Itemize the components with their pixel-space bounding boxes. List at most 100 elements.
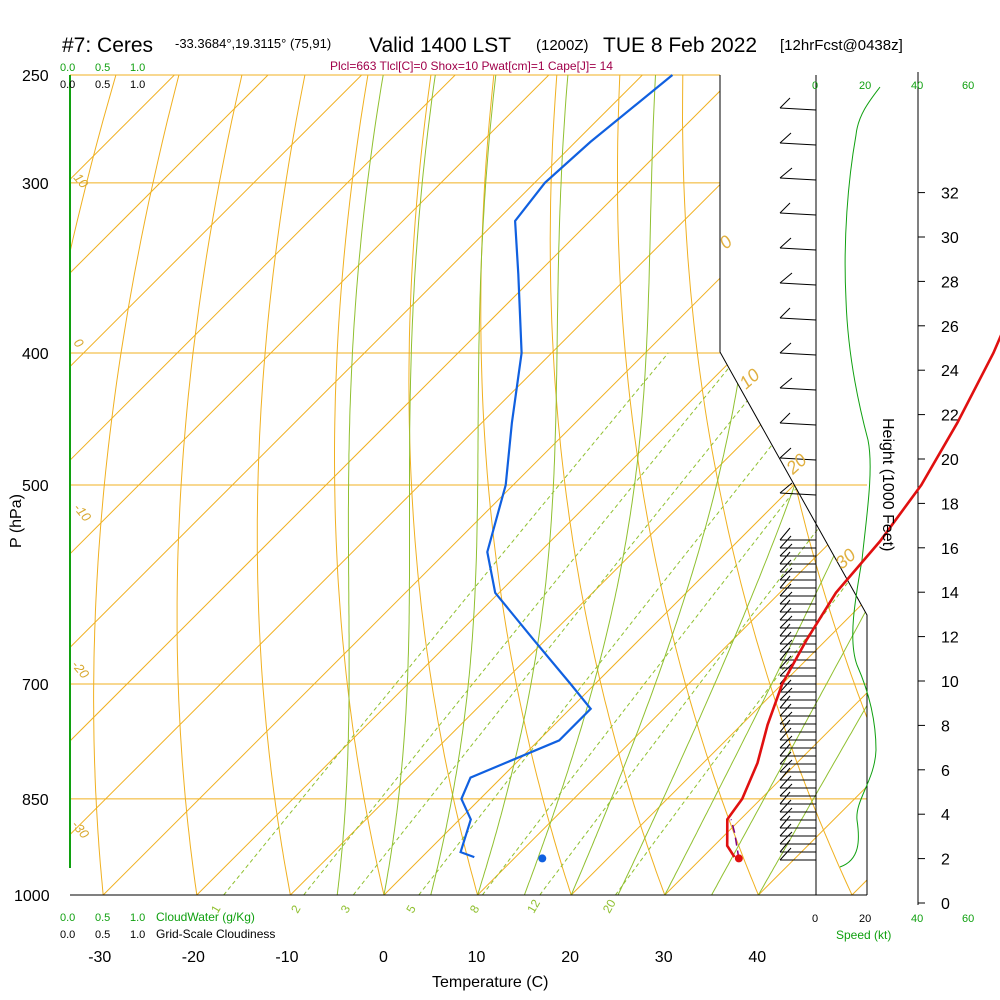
stability-indices: Plcl=663 Tlcl[C]=0 Shox=10 Pwat[cm]=1 Ca… [330, 59, 613, 73]
mixing-ratio-label-2: 2 [288, 902, 304, 915]
height-tick-14: 14 [941, 585, 959, 602]
wind-barb-flag [779, 807, 793, 821]
dry-adiabat-label--20: -20 [69, 657, 93, 682]
dry-adiabat--30 [93, 75, 186, 895]
temp-tick-40: 40 [748, 949, 766, 966]
station-coords: -33.3684°,19.3115° (75,91) [175, 36, 331, 51]
wind-barb [779, 492, 817, 496]
dry-adiabat-20 [480, 75, 582, 895]
isotherm-10 [448, 75, 867, 895]
isobar-lines [70, 74, 867, 896]
wind-barb-flag [779, 535, 792, 549]
valid-time: Valid 1400 LST [369, 34, 511, 57]
wind-barb-flag [779, 543, 793, 557]
wind-barb-flag [779, 447, 792, 459]
temp-tick-0: 0 [379, 949, 388, 966]
moist-adiabat-20 [570, 75, 765, 895]
temperature-tick-labels: -30 -20 -10 0 10 20 30 40 [88, 949, 766, 966]
cw-bottom-tick-0: 0.0 [60, 912, 75, 924]
speed-bottom-tick-60: 60 [962, 913, 974, 925]
dry-adiabat-90 [932, 51, 1000, 924]
height-tick-20: 20 [941, 452, 959, 469]
wind-barb [779, 212, 817, 216]
moist-adiabat-lines [336, 75, 867, 895]
height-tick-2: 2 [941, 852, 950, 869]
wind-barb [779, 142, 817, 146]
surface-dewpoint-marker [538, 854, 547, 863]
dry-adiabat-50 [681, 75, 867, 895]
dry-adiabat-100 [995, 51, 1000, 924]
height-tick-10: 10 [941, 674, 959, 691]
moist-adiabat-0 [383, 75, 440, 895]
dry-adiabat-lines [70, 51, 1000, 924]
mixing-ratio-label-20: 20 [600, 897, 619, 916]
wind-barb-flag [779, 751, 792, 765]
isotherm-label-10: 10 [735, 365, 763, 393]
mixing-ratio-label-5: 5 [403, 902, 419, 915]
wind-barb-flag [779, 551, 791, 565]
cw-top-tick-1: 0.5 [95, 62, 110, 74]
dry-adiabat--20 [176, 75, 248, 895]
wind-barb-flag [779, 799, 792, 813]
utc-time: (1200Z) [536, 37, 589, 54]
wind-barb-flag [779, 132, 792, 144]
wind-barb [779, 352, 817, 356]
wind-barb-flag [779, 623, 791, 637]
height-tick-0: 0 [941, 896, 950, 913]
dry-adiabat-label-0: 0 [71, 335, 88, 351]
pressure-tick-1000: 1000 [14, 888, 50, 905]
wind-barb-flag [779, 583, 792, 597]
mixing-ratio-label-12: 12 [524, 897, 543, 916]
isotherm-lines [70, 75, 867, 895]
temp-tick-20: 20 [561, 949, 579, 966]
isotherm--40 [70, 75, 855, 895]
mixing-ratio-2 [303, 352, 742, 895]
wind-barb [779, 282, 817, 286]
moist-adiabat-5 [430, 75, 500, 895]
wind-barb-flag [779, 711, 793, 725]
mixing-ratio-8 [482, 352, 867, 895]
isotherm--90 [70, 75, 387, 895]
wind-speed-curve [839, 86, 881, 868]
wind-barb-flag [779, 559, 792, 573]
forecast-label: [12hrFcst@0438z] [780, 37, 903, 54]
wind-barb-flag [779, 735, 793, 749]
cloudiness-label: Grid-Scale Cloudiness [156, 927, 275, 941]
speed-bottom-tick-0: 0 [812, 913, 818, 925]
wind-barb-flag [779, 615, 793, 629]
wind-barb-flag [779, 167, 793, 179]
moist-adiabat-10 [477, 75, 571, 895]
wind-barb [779, 247, 817, 251]
wind-barb-flag [779, 639, 793, 653]
surface-temperature-marker [734, 854, 743, 863]
cloudwater-label: CloudWater (g/Kg) [156, 910, 255, 924]
temp-tick-10: 10 [468, 949, 486, 966]
wind-barb-flag [779, 202, 791, 214]
isotherm--100 [70, 75, 293, 895]
isotherm--80 [70, 75, 480, 895]
dry-adiabat-30 [549, 75, 677, 895]
dry-adiabat--10 [256, 75, 311, 895]
height-tick-26: 26 [941, 319, 959, 336]
pressure-tick-labels: 250 300 400 500 700 850 1000 [14, 68, 50, 905]
wind-barb-flag [779, 663, 793, 677]
isotherm--10 [261, 75, 867, 895]
wind-barb-flag [779, 759, 793, 773]
gs-bottom-tick-2: 1.0 [130, 929, 145, 941]
wind-barb-flag [779, 607, 792, 621]
height-tick-4: 4 [941, 807, 950, 824]
pressure-tick-700: 700 [22, 677, 49, 694]
isotherm-20 [541, 75, 867, 895]
mixing-ratio-5 [418, 352, 846, 895]
dry-adiabat-0 [334, 75, 392, 895]
wind-barb-flag [779, 527, 791, 541]
temp-tick--30: -30 [88, 949, 111, 966]
speed-top-tick-40: 40 [911, 80, 923, 92]
mixing-ratio-1 [223, 352, 669, 895]
plot-border [719, 75, 868, 895]
isotherm--60 [70, 75, 667, 895]
height-axis-title: Height (1000 Feet) [879, 418, 896, 551]
height-tick-32: 32 [941, 186, 959, 203]
